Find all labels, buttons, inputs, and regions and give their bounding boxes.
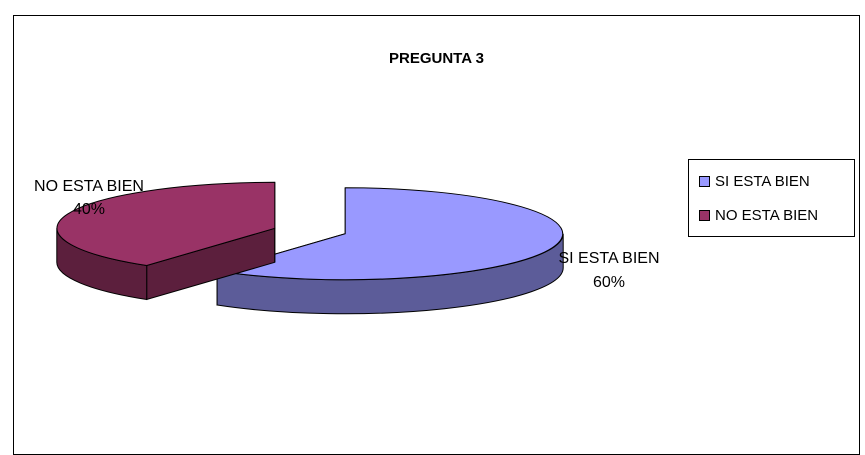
legend-item-no: NO ESTA BIEN [699,206,818,224]
slice-si-top [216,187,564,281]
pie-slices [56,181,564,315]
legend: SI ESTA BIEN NO ESTA BIEN [688,159,855,237]
legend-swatch-si [699,175,710,187]
chart-title: PREGUNTA 3 [388,50,484,67]
slice-label-si-percent: 60% [593,274,625,291]
legend-item-si: SI ESTA BIEN [699,172,810,190]
legend-label-si: SI ESTA BIEN [715,172,810,190]
slice-label-no-name: NO ESTA BIEN [34,178,144,195]
slice-label-no-percent: 40% [73,201,105,218]
slice-label-si-name: SI ESTA BIEN [558,250,659,267]
legend-label-no: NO ESTA BIEN [715,206,819,224]
pie-chart: NO ESTA BIEN 40% SI ESTA BIEN 60% [34,178,660,315]
legend-swatch-no [699,209,710,221]
slice-no-top [56,181,276,267]
